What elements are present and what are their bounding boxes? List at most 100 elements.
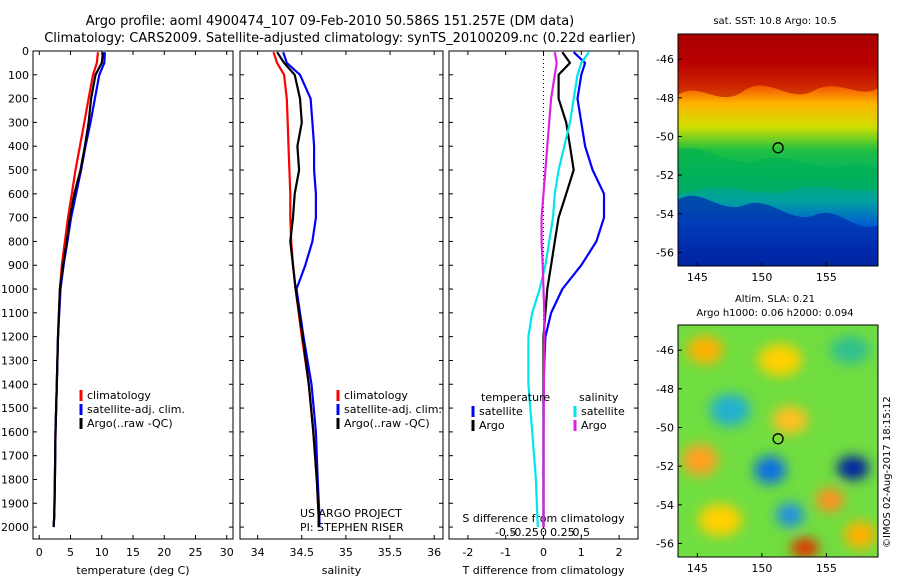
temperature-panel: 0100200300400500600700800900100011001200… — [1, 45, 234, 577]
legend-label: climatology — [344, 389, 408, 402]
sla-blob — [844, 521, 876, 549]
legend-header-temperature: temperature — [481, 391, 550, 404]
x-tick-label: 34.5 — [290, 546, 315, 559]
legend-label: satellite-adj. clim. — [87, 403, 185, 416]
s-tick-label: 0.25 — [550, 526, 575, 539]
series-line-satellite — [527, 51, 590, 528]
depth-tick-label: 0 — [22, 45, 29, 58]
sst-map-green-band — [678, 147, 878, 195]
legend-label: climatology — [87, 389, 151, 402]
depth-tick-label: 100 — [8, 69, 29, 82]
depth-tick-label: 2000 — [1, 521, 29, 534]
map-y-tick-label: -56 — [656, 246, 674, 259]
sla-blob — [710, 394, 750, 426]
map-x-tick-label: 155 — [816, 562, 837, 575]
sla-blob — [754, 456, 786, 484]
x-tick-label: 5 — [67, 546, 74, 559]
depth-tick-label: 600 — [8, 188, 29, 201]
sla-map-subtitle: Argo h1000: 0.06 h2000: 0.094 — [696, 308, 853, 319]
legend-label: satellite-adj. clim. — [344, 403, 442, 416]
x-tick-label: 30 — [220, 546, 234, 559]
legend-label: Argo(..raw -QC) — [87, 417, 173, 430]
map-y-tick-label: -54 — [656, 208, 674, 221]
sla-blob — [698, 504, 742, 536]
x-tick-label: 34 — [251, 546, 265, 559]
x-tick-label: 35.5 — [378, 546, 403, 559]
s-tick-label: -0.5 — [495, 526, 516, 539]
series-line-argo-raw-qc- — [276, 51, 320, 528]
series-line-argo-raw-qc- — [52, 52, 105, 528]
sla-blob — [816, 488, 844, 512]
legend-label: Argo — [479, 419, 505, 432]
depth-tick-label: 300 — [8, 116, 29, 129]
depth-tick-label: 500 — [8, 164, 29, 177]
depth-tick-label: 900 — [8, 259, 29, 272]
credit-text: ©IMOS 02-Aug-2017 18:15:12 — [882, 396, 893, 548]
sst-map-warm-front — [678, 34, 878, 98]
depth-tick-label: 1100 — [1, 307, 29, 320]
map-x-tick-label: 145 — [687, 562, 708, 575]
x-tick-label: 36 — [427, 546, 441, 559]
salinity-panel: 34 34.5 35 35.5 36 salinity climatologysatelli… — [239, 50, 444, 577]
sla-blob — [791, 538, 819, 557]
sst-map-title: sat. SST: 10.8 Argo: 10.5 — [713, 16, 836, 27]
sla-blob — [687, 336, 723, 364]
sla-blob — [758, 344, 802, 376]
s-tick-label: 0 — [540, 526, 547, 539]
x-tick-label: -1 — [500, 546, 511, 559]
legend-label: Argo(..raw -QC) — [344, 417, 430, 430]
s-tick-label: 0.5 — [573, 526, 591, 539]
legend-label: satellite — [581, 405, 625, 418]
depth-tick-label: 700 — [8, 212, 29, 225]
x-tick-label: 2 — [616, 546, 623, 559]
depth-tick-label: 1200 — [1, 331, 29, 344]
x-tick-label: 15 — [126, 546, 140, 559]
map-y-tick-label: -48 — [656, 92, 674, 105]
x-axis-label: salinity — [322, 564, 362, 577]
x-tick-label: 35 — [339, 546, 353, 559]
depth-tick-label: 1600 — [1, 426, 29, 439]
map-y-tick-label: -54 — [656, 499, 674, 512]
x-axis-label: temperature (deg C) — [76, 564, 189, 577]
x-tick-label: 0 — [540, 546, 547, 559]
x-tick-label: 0 — [36, 546, 43, 559]
depth-tick-label: 1800 — [1, 473, 29, 486]
map-y-tick-label: -52 — [656, 169, 674, 182]
x-tick-label: 25 — [189, 546, 203, 559]
header-line1: Argo profile: aoml 4900474_107 09-Feb-20… — [86, 14, 575, 29]
header-line2: Climatology: CARS2009. Satellite-adjuste… — [44, 31, 636, 46]
depth-tick-label: 400 — [8, 140, 29, 153]
sst-map-float-marker — [772, 142, 784, 154]
difference-panel: -2 -1 0 1 2 T difference from climatology -0.5… — [448, 50, 639, 577]
depth-tick-label: 1000 — [1, 283, 29, 296]
sla-blob — [830, 336, 870, 364]
map-y-tick-label: -56 — [656, 537, 674, 550]
depth-tick-label: 200 — [8, 93, 29, 106]
s-tick-label: -0.25 — [510, 526, 538, 539]
depth-tick-label: 1400 — [1, 378, 29, 391]
temperature-frame — [32, 50, 234, 540]
legend-label: satellite — [479, 405, 523, 418]
x-tick-label: 10 — [95, 546, 109, 559]
sla-blob — [772, 406, 808, 434]
map-x-tick-label: 155 — [816, 271, 837, 284]
depth-tick-label: 800 — [8, 235, 29, 248]
sla-map-float-marker — [772, 433, 784, 445]
depth-tick-label: 1500 — [1, 402, 29, 415]
depth-tick-label: 1700 — [1, 450, 29, 463]
sst-map-frame — [677, 33, 879, 267]
x-tick-label: 1 — [578, 546, 585, 559]
sst-map: sat. SST: 10.8 Argo: 10.5 145 150 155 -46 -4… — [656, 16, 879, 284]
map-y-tick-label: -46 — [656, 53, 674, 66]
sla-blob — [776, 503, 804, 527]
map-y-tick-label: -48 — [656, 383, 674, 396]
project-label: US ARGO PROJECT — [300, 507, 402, 520]
depth-tick-label: 1900 — [1, 497, 29, 510]
sst-map-cold-tongue — [678, 195, 878, 266]
map-y-tick-label: -50 — [656, 130, 674, 143]
map-x-tick-label: 150 — [751, 271, 772, 284]
salinity-frame — [239, 50, 444, 540]
series-line-argo — [540, 52, 558, 528]
depth-tick-label: 1300 — [1, 354, 29, 367]
